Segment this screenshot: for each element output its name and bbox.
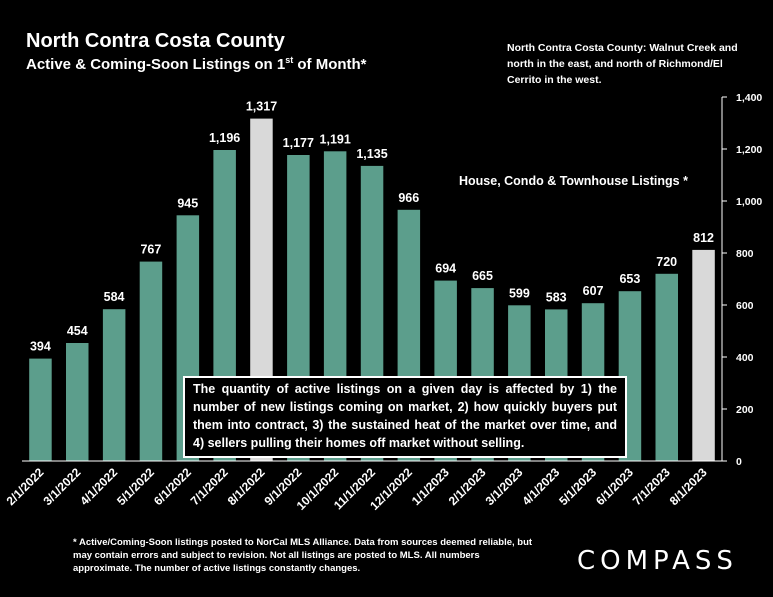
value-label: 607	[583, 284, 604, 298]
x-tick-label: 7/1/2023	[630, 465, 673, 508]
chart-title: North Contra Costa County	[26, 30, 285, 52]
y-tick-label: 1,400	[736, 92, 762, 104]
x-tick-labels-group: 2/1/20223/1/20224/1/20225/1/20226/1/2022…	[4, 465, 710, 513]
bar-3-1-2022	[66, 343, 89, 461]
value-label: 1,317	[246, 100, 277, 114]
y-tick-label: 600	[736, 300, 754, 312]
subtitle-superscript: st	[285, 55, 294, 65]
y-tick-label: 0	[736, 456, 742, 468]
bar-7-1-2023	[655, 273, 678, 461]
x-tick-label: 8/1/2023	[667, 465, 710, 508]
x-tick-label: 8/1/2022	[225, 465, 268, 508]
value-label: 812	[693, 231, 714, 245]
x-tick-label: 7/1/2022	[188, 465, 231, 508]
value-label: 1,177	[283, 136, 314, 150]
bar-8-1-2022	[250, 118, 273, 461]
bar-2-1-2022	[29, 358, 52, 461]
subtitle-main: Active & Coming-Soon Listings on 1	[26, 56, 286, 73]
bar-8-1-2023	[692, 249, 715, 461]
value-label: 1,196	[209, 131, 240, 145]
subtitle-tail: of Month*	[293, 56, 367, 73]
y-tick-label: 200	[736, 404, 754, 416]
x-tick-label: 3/1/2023	[483, 465, 526, 508]
series-label: House, Condo & Townhouse Listings *	[459, 174, 688, 188]
compass-logo: COMPASS	[577, 546, 738, 576]
value-label: 694	[435, 262, 456, 276]
y-tick-label: 400	[736, 352, 754, 364]
footnote: * Active/Coming-Soon listings posted to …	[73, 537, 533, 574]
x-tick-label: 2/1/2023	[446, 465, 489, 508]
y-tick-label: 1,200	[736, 144, 762, 156]
bar-4-1-2022	[102, 309, 126, 461]
value-label: 1,135	[356, 147, 387, 161]
chart-subtitle: Active & Coming-Soon Listings on 1st of …	[26, 55, 367, 73]
x-tick-label: 4/1/2023	[519, 465, 562, 508]
y-tick-label: 800	[736, 248, 754, 260]
x-tick-label: 4/1/2022	[77, 465, 120, 508]
region-note: North Contra Costa County: Walnut Creek …	[507, 42, 738, 86]
value-label: 394	[30, 340, 51, 354]
value-label: 767	[140, 243, 161, 257]
value-label: 653	[619, 272, 640, 286]
x-tick-label: 3/1/2022	[40, 465, 83, 508]
y-axis: 0 200 400 600 800 1,000 1,200 1,400	[22, 92, 762, 468]
value-label: 1,191	[320, 132, 351, 146]
value-label: 454	[67, 324, 88, 338]
value-label: 966	[398, 191, 419, 205]
value-label: 583	[546, 290, 567, 304]
value-labels-group: 394 454 584 767 945 1,196 1,317 1,177 1,191 1,135…	[30, 100, 714, 354]
x-tick-label: 5/1/2022	[114, 465, 157, 508]
callout-box: The quantity of active listings on a giv…	[183, 376, 627, 458]
value-label: 584	[104, 290, 125, 304]
value-label: 599	[509, 286, 530, 300]
x-tick-label: 2/1/2022	[4, 465, 47, 508]
value-label: 945	[177, 196, 198, 210]
x-tick-label: 6/1/2023	[593, 465, 636, 508]
value-label: 720	[656, 255, 677, 269]
x-tick-label: 5/1/2023	[556, 465, 599, 508]
x-tick-label: 6/1/2022	[151, 465, 194, 508]
x-tick-label: 1/1/2023	[409, 465, 452, 508]
y-tick-label: 1,000	[736, 196, 762, 208]
bar-5-1-2022	[139, 261, 163, 461]
value-label: 665	[472, 269, 493, 283]
